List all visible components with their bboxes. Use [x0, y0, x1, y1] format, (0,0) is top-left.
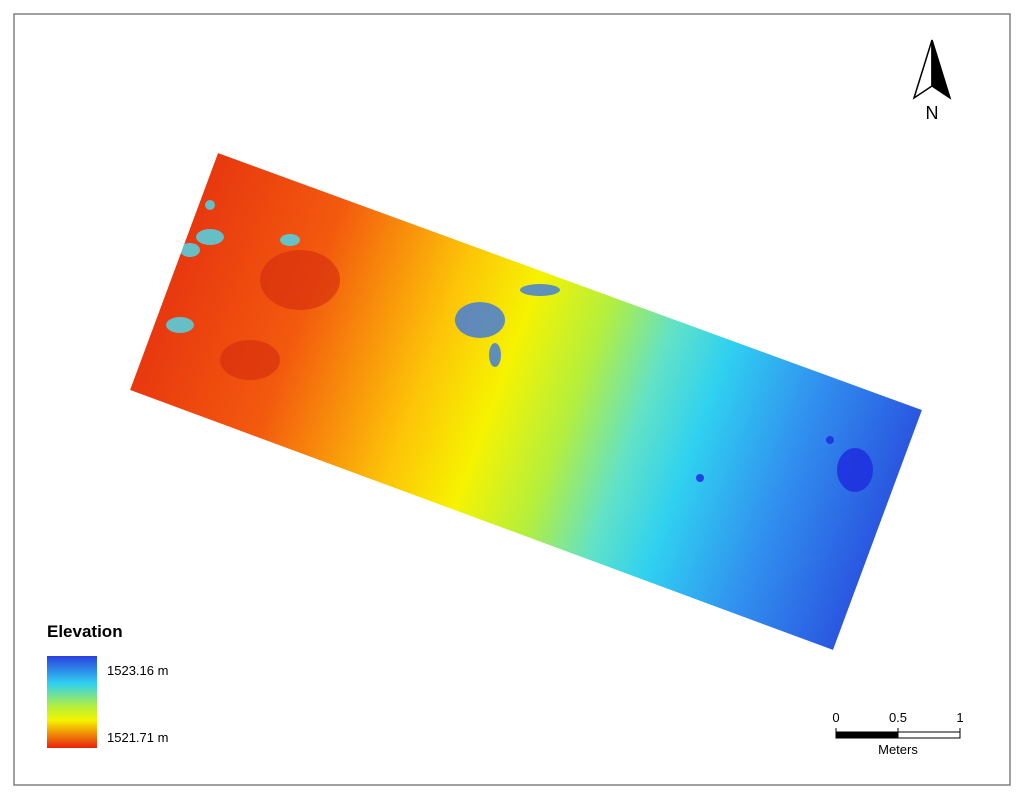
- elevation-raster: [130, 153, 922, 650]
- legend-color-ramp: [47, 656, 97, 748]
- scale-segment: [897, 731, 961, 739]
- scale-tick-label: 0.5: [889, 710, 907, 725]
- raster-texture: [696, 436, 873, 492]
- scale-segment: [835, 731, 899, 739]
- scale-unit: Meters: [878, 742, 918, 757]
- scale-tick-label: 1: [956, 710, 963, 725]
- legend-title: Elevation: [47, 622, 123, 641]
- legend-low-label: 1521.71 m: [107, 730, 168, 745]
- raster-texture: [166, 200, 300, 333]
- north-arrow-right: [931, 39, 952, 100]
- raster-texture: [220, 250, 340, 380]
- legend-high-label: 1523.16 m: [107, 663, 168, 678]
- raster-texture: [455, 284, 560, 367]
- scale-bar: Meters 0 0.5 1: [832, 710, 963, 757]
- scale-tick-label: 0: [832, 710, 839, 725]
- legend: Elevation 1523.16 m 1521.71 m: [47, 622, 168, 748]
- north-arrow: N: [912, 39, 952, 123]
- north-label: N: [926, 103, 939, 123]
